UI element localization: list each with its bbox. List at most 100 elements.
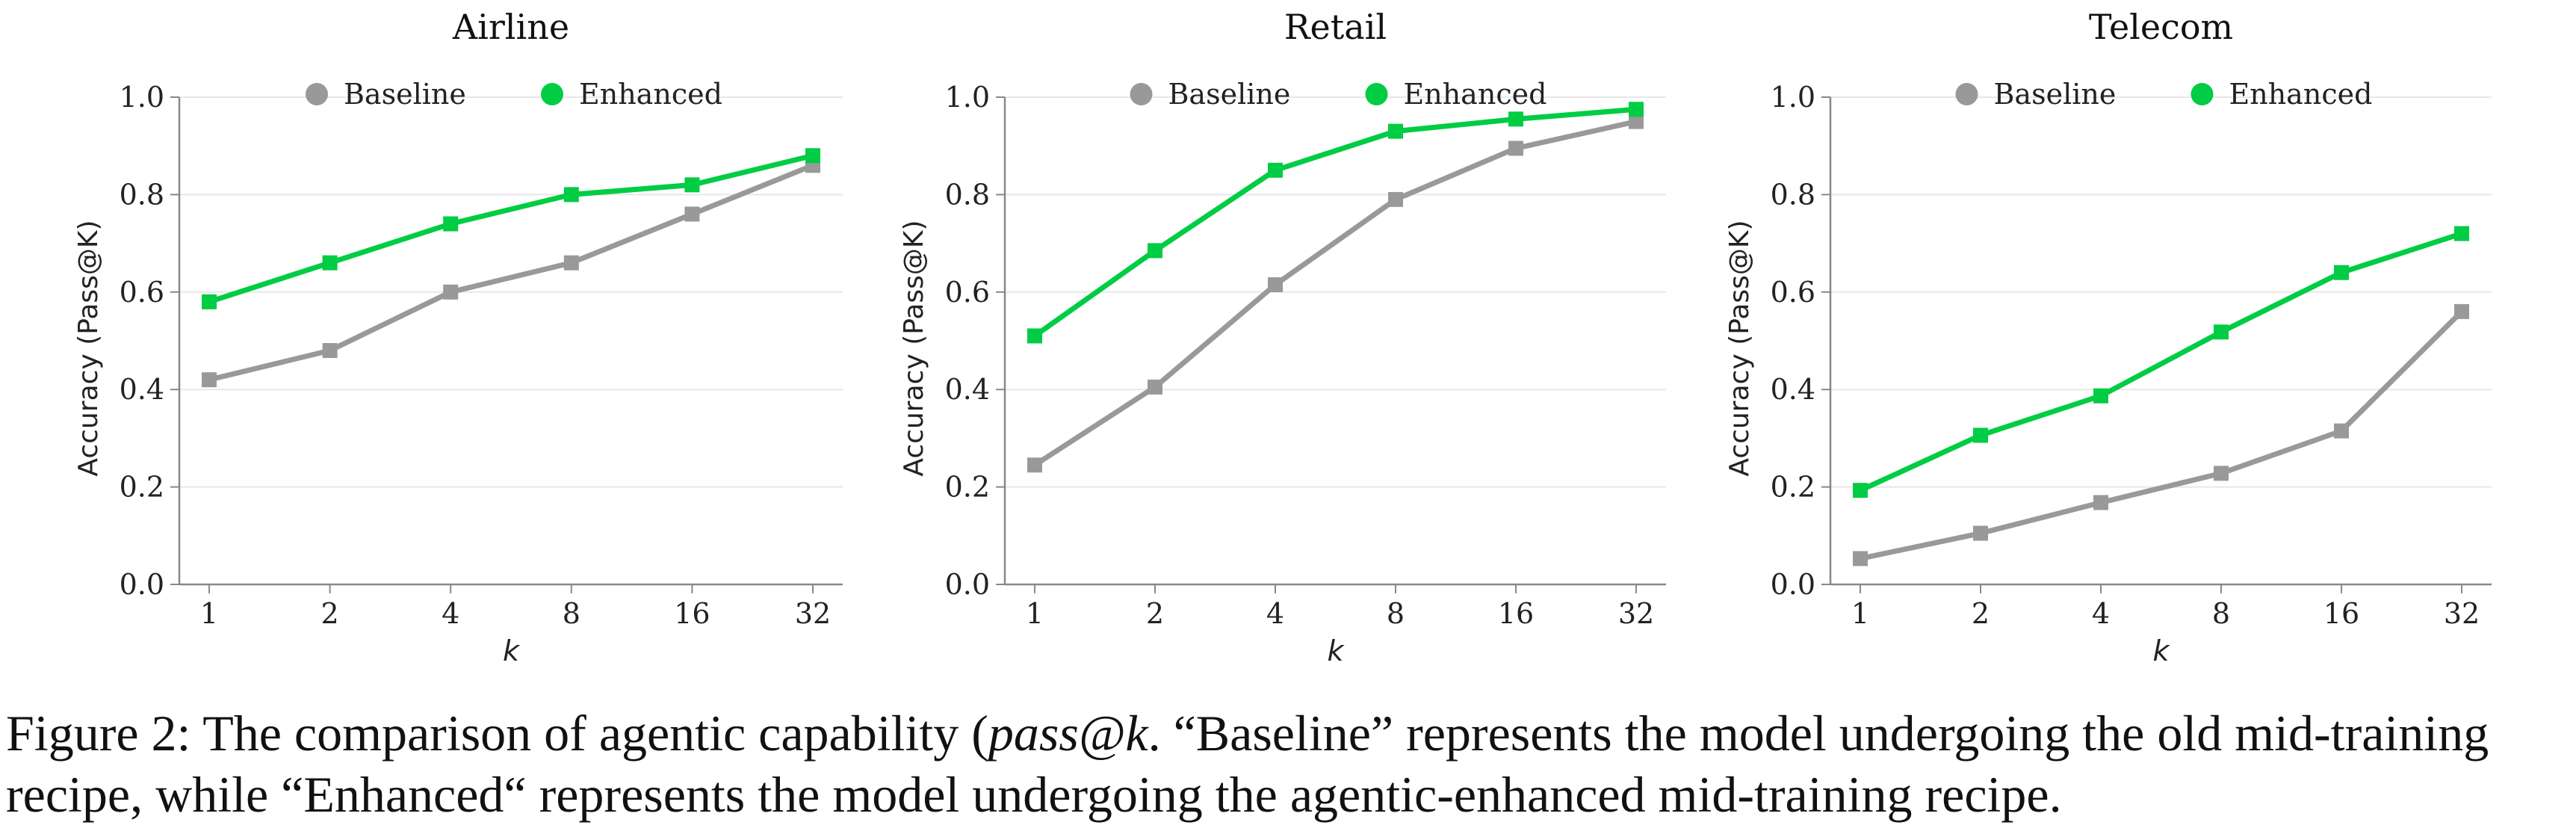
series-line-baseline — [208, 163, 814, 383]
x-tick-label: 16 — [674, 597, 710, 630]
data-point-baseline — [1973, 525, 1988, 541]
y-tick-label: 0.0 — [1771, 568, 1815, 601]
legend-marker-baseline — [1130, 83, 1153, 105]
data-point-enhanced — [1027, 328, 1042, 344]
figure: Airline 0.0 0.2 0.4 0.6 0.8 1.0 1 2 4 8 16 32 k Accura… — [73, 7, 2492, 667]
data-point-enhanced — [684, 177, 700, 193]
y-tick-label: 0.0 — [120, 568, 164, 601]
x-tick-label: 2 — [1972, 597, 1990, 630]
series-line-enhanced — [208, 152, 814, 305]
y-tick-label: 0.2 — [945, 471, 990, 504]
chart-title: Airline — [452, 7, 569, 47]
data-point-enhanced — [1853, 483, 1868, 498]
data-point-baseline — [1148, 379, 1162, 395]
data-point-baseline — [563, 255, 579, 271]
legend-label-baseline: Baseline — [344, 78, 466, 111]
data-point-enhanced — [202, 294, 217, 309]
x-tick-label: 8 — [2212, 597, 2230, 630]
data-point-baseline — [1388, 191, 1403, 207]
data-point-enhanced — [2093, 388, 2108, 404]
caption-metric: pass@k — [988, 705, 1148, 762]
y-tick-label: 0.6 — [945, 276, 990, 309]
data-point-baseline — [202, 372, 217, 388]
x-tick-label: 1 — [1026, 597, 1044, 630]
chart-panel-retail: Retail 0.0 0.2 0.4 0.6 0.8 1.0 1 2 4 8 16 32 k Accurac… — [899, 7, 1666, 667]
x-tick-label: 2 — [321, 597, 339, 630]
legend-label-enhanced: Enhanced — [1404, 78, 1547, 111]
caption-text-end: . “Baseline” represents the model underg… — [6, 705, 2489, 823]
legend-marker-baseline — [306, 83, 328, 105]
legend-label-enhanced: Enhanced — [579, 78, 722, 111]
y-tick-label: 0.6 — [1771, 276, 1815, 309]
x-tick-label: 32 — [1618, 597, 1654, 630]
data-point-enhanced — [1148, 243, 1162, 259]
data-point-baseline — [2093, 495, 2108, 510]
series-line-baseline — [1860, 309, 2464, 561]
figure-caption: Figure 2: The comparison of agentic capa… — [6, 702, 2569, 825]
y-axis-label: Accuracy (Pass@K) — [73, 220, 104, 476]
data-point-baseline — [684, 206, 700, 222]
y-tick-label: 0.8 — [120, 178, 164, 211]
data-point-enhanced — [805, 148, 820, 164]
x-tick-label: 8 — [1387, 597, 1405, 630]
legend-marker-enhanced — [541, 83, 563, 105]
y-tick-label: 0.4 — [1771, 373, 1815, 406]
x-tick-label: 4 — [1266, 597, 1284, 630]
caption-text-start: Figure 2: The comparison of agentic capa… — [6, 705, 988, 762]
chart-title: Retail — [1284, 7, 1387, 47]
y-tick-label: 0.8 — [945, 178, 990, 211]
y-tick-label: 0.4 — [945, 373, 990, 406]
y-tick-label: 0.2 — [120, 471, 164, 504]
legend-label-baseline: Baseline — [1994, 78, 2117, 111]
x-tick-label: 4 — [442, 597, 459, 630]
x-tick-label: 16 — [1498, 597, 1534, 630]
x-tick-label: 4 — [2092, 597, 2110, 630]
data-point-baseline — [443, 284, 459, 300]
chart-panel-airline: Airline 0.0 0.2 0.4 0.6 0.8 1.0 1 2 4 8 16 32 k Accura… — [73, 7, 843, 667]
legend-marker-enhanced — [2190, 83, 2214, 105]
y-tick-label: 0.2 — [1771, 471, 1815, 504]
y-tick-label: 0.6 — [120, 276, 164, 309]
legend-label-enhanced: Enhanced — [2229, 78, 2373, 111]
data-point-enhanced — [1388, 123, 1403, 139]
data-point-enhanced — [1508, 111, 1523, 127]
data-point-baseline — [1027, 457, 1042, 473]
y-axis-label: Accuracy (Pass@K) — [899, 220, 929, 476]
data-point-enhanced — [1629, 102, 1644, 117]
x-tick-label: 32 — [795, 597, 831, 630]
x-tick-label: 8 — [563, 597, 580, 630]
y-axis-label: Accuracy (Pass@K) — [1724, 220, 1755, 476]
x-tick-label: 1 — [200, 597, 218, 630]
y-tick-label: 0.0 — [945, 568, 990, 601]
legend-label-baseline: Baseline — [1168, 78, 1291, 111]
x-tick-label: 1 — [1851, 597, 1869, 630]
data-point-enhanced — [563, 187, 579, 203]
legend-marker-enhanced — [1365, 83, 1388, 105]
data-point-enhanced — [2214, 324, 2229, 340]
data-point-enhanced — [443, 216, 459, 232]
data-point-enhanced — [1973, 427, 1988, 443]
x-tick-label: 16 — [2323, 597, 2359, 630]
data-point-baseline — [322, 343, 338, 359]
data-point-enhanced — [1268, 162, 1283, 178]
data-point-baseline — [1508, 140, 1523, 156]
chart-panel-telecom: Telecom 0.0 0.2 0.4 0.6 0.8 1.0 1 2 4 8 16 32 k Accura… — [1724, 7, 2492, 667]
x-tick-label: 2 — [1146, 597, 1164, 630]
series-line-enhanced — [1032, 106, 1637, 339]
series-line-enhanced — [1859, 231, 2463, 493]
data-point-baseline — [1629, 114, 1644, 129]
y-tick-label: 1.0 — [120, 81, 164, 114]
data-point-enhanced — [2454, 226, 2469, 241]
data-point-baseline — [1268, 277, 1283, 293]
y-tick-label: 0.4 — [120, 373, 164, 406]
y-tick-label: 1.0 — [945, 81, 990, 114]
data-point-enhanced — [322, 255, 338, 271]
data-point-baseline — [2214, 466, 2229, 481]
x-axis-label: k — [2152, 634, 2170, 667]
x-tick-label: 32 — [2444, 597, 2480, 630]
data-point-baseline — [2454, 303, 2469, 319]
data-point-baseline — [1853, 551, 1868, 566]
chart-title: Telecom — [2089, 7, 2233, 47]
y-tick-label: 1.0 — [1771, 81, 1815, 114]
data-point-enhanced — [2334, 265, 2349, 280]
